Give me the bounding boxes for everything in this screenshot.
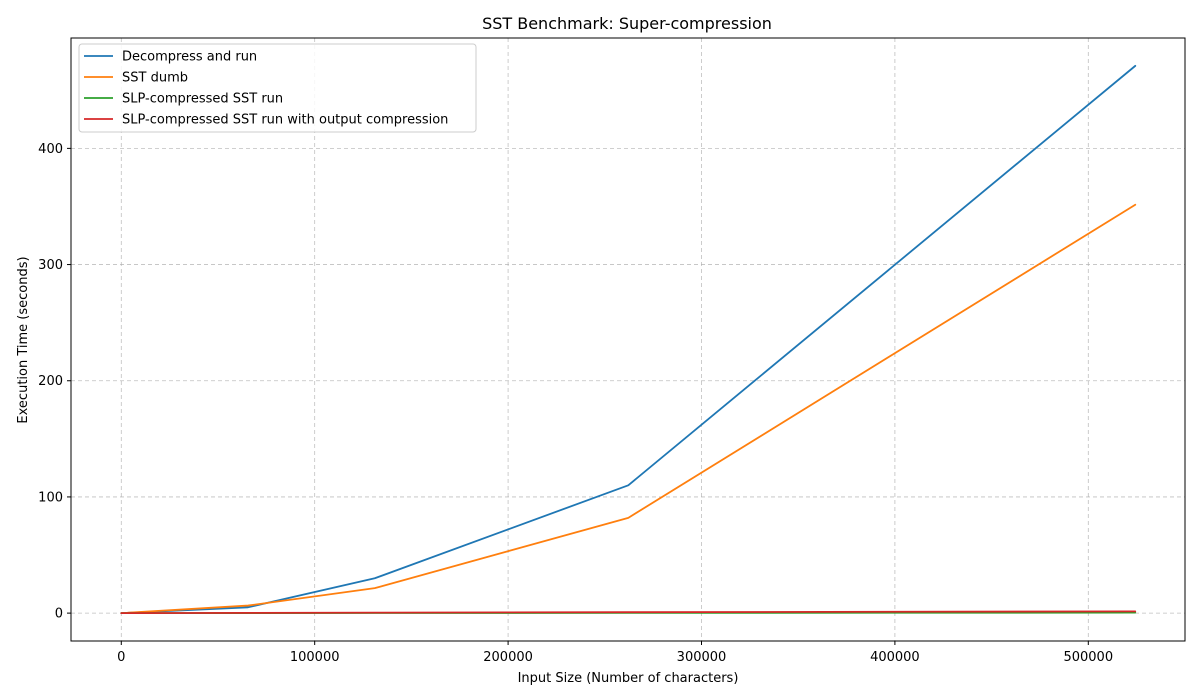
y-tick-label: 300 [38,258,63,273]
legend-frame [78,43,477,133]
plot-frame [70,37,1186,642]
x-tick-label: 0 [117,650,125,665]
x-tick-label: 200000 [483,650,533,665]
y-tick-label: 400 [38,142,63,157]
legend: Decompress and run SST dumb SLP-compressed… [78,43,477,133]
x-tick-label: 100000 [290,650,340,665]
x-tick-label: 300000 [677,650,727,665]
legend-label-3: SLP-compressed SST run [122,92,283,107]
plot-area [71,38,1185,641]
series-lines [120,64,1137,615]
chart-title: SST Benchmark: Super-compression [482,14,772,33]
x-tick-label: 400000 [870,650,920,665]
y-axis-ticks: 0 100 200 300 400 [38,142,71,622]
series-line-4 [120,610,1137,615]
y-tick-label: 100 [38,490,63,505]
grid-lines [71,38,1185,641]
legend-label-4: SLP-compressed SST run with output compr… [122,113,448,128]
series-line-1 [120,64,1137,615]
legend-label-2: SST dumb [122,71,188,86]
x-axis-title: Input Size (Number of characters) [518,671,739,686]
y-tick-label: 200 [38,374,63,389]
series-line-2 [120,203,1137,615]
legend-label-1: Decompress and run [122,50,257,65]
y-tick-label: 0 [55,607,63,622]
x-axis-ticks: 0 100000 200000 300000 400000 500000 [117,641,1113,665]
x-tick-label: 500000 [1063,650,1113,665]
y-axis-title: Execution Time (seconds) [16,256,31,423]
